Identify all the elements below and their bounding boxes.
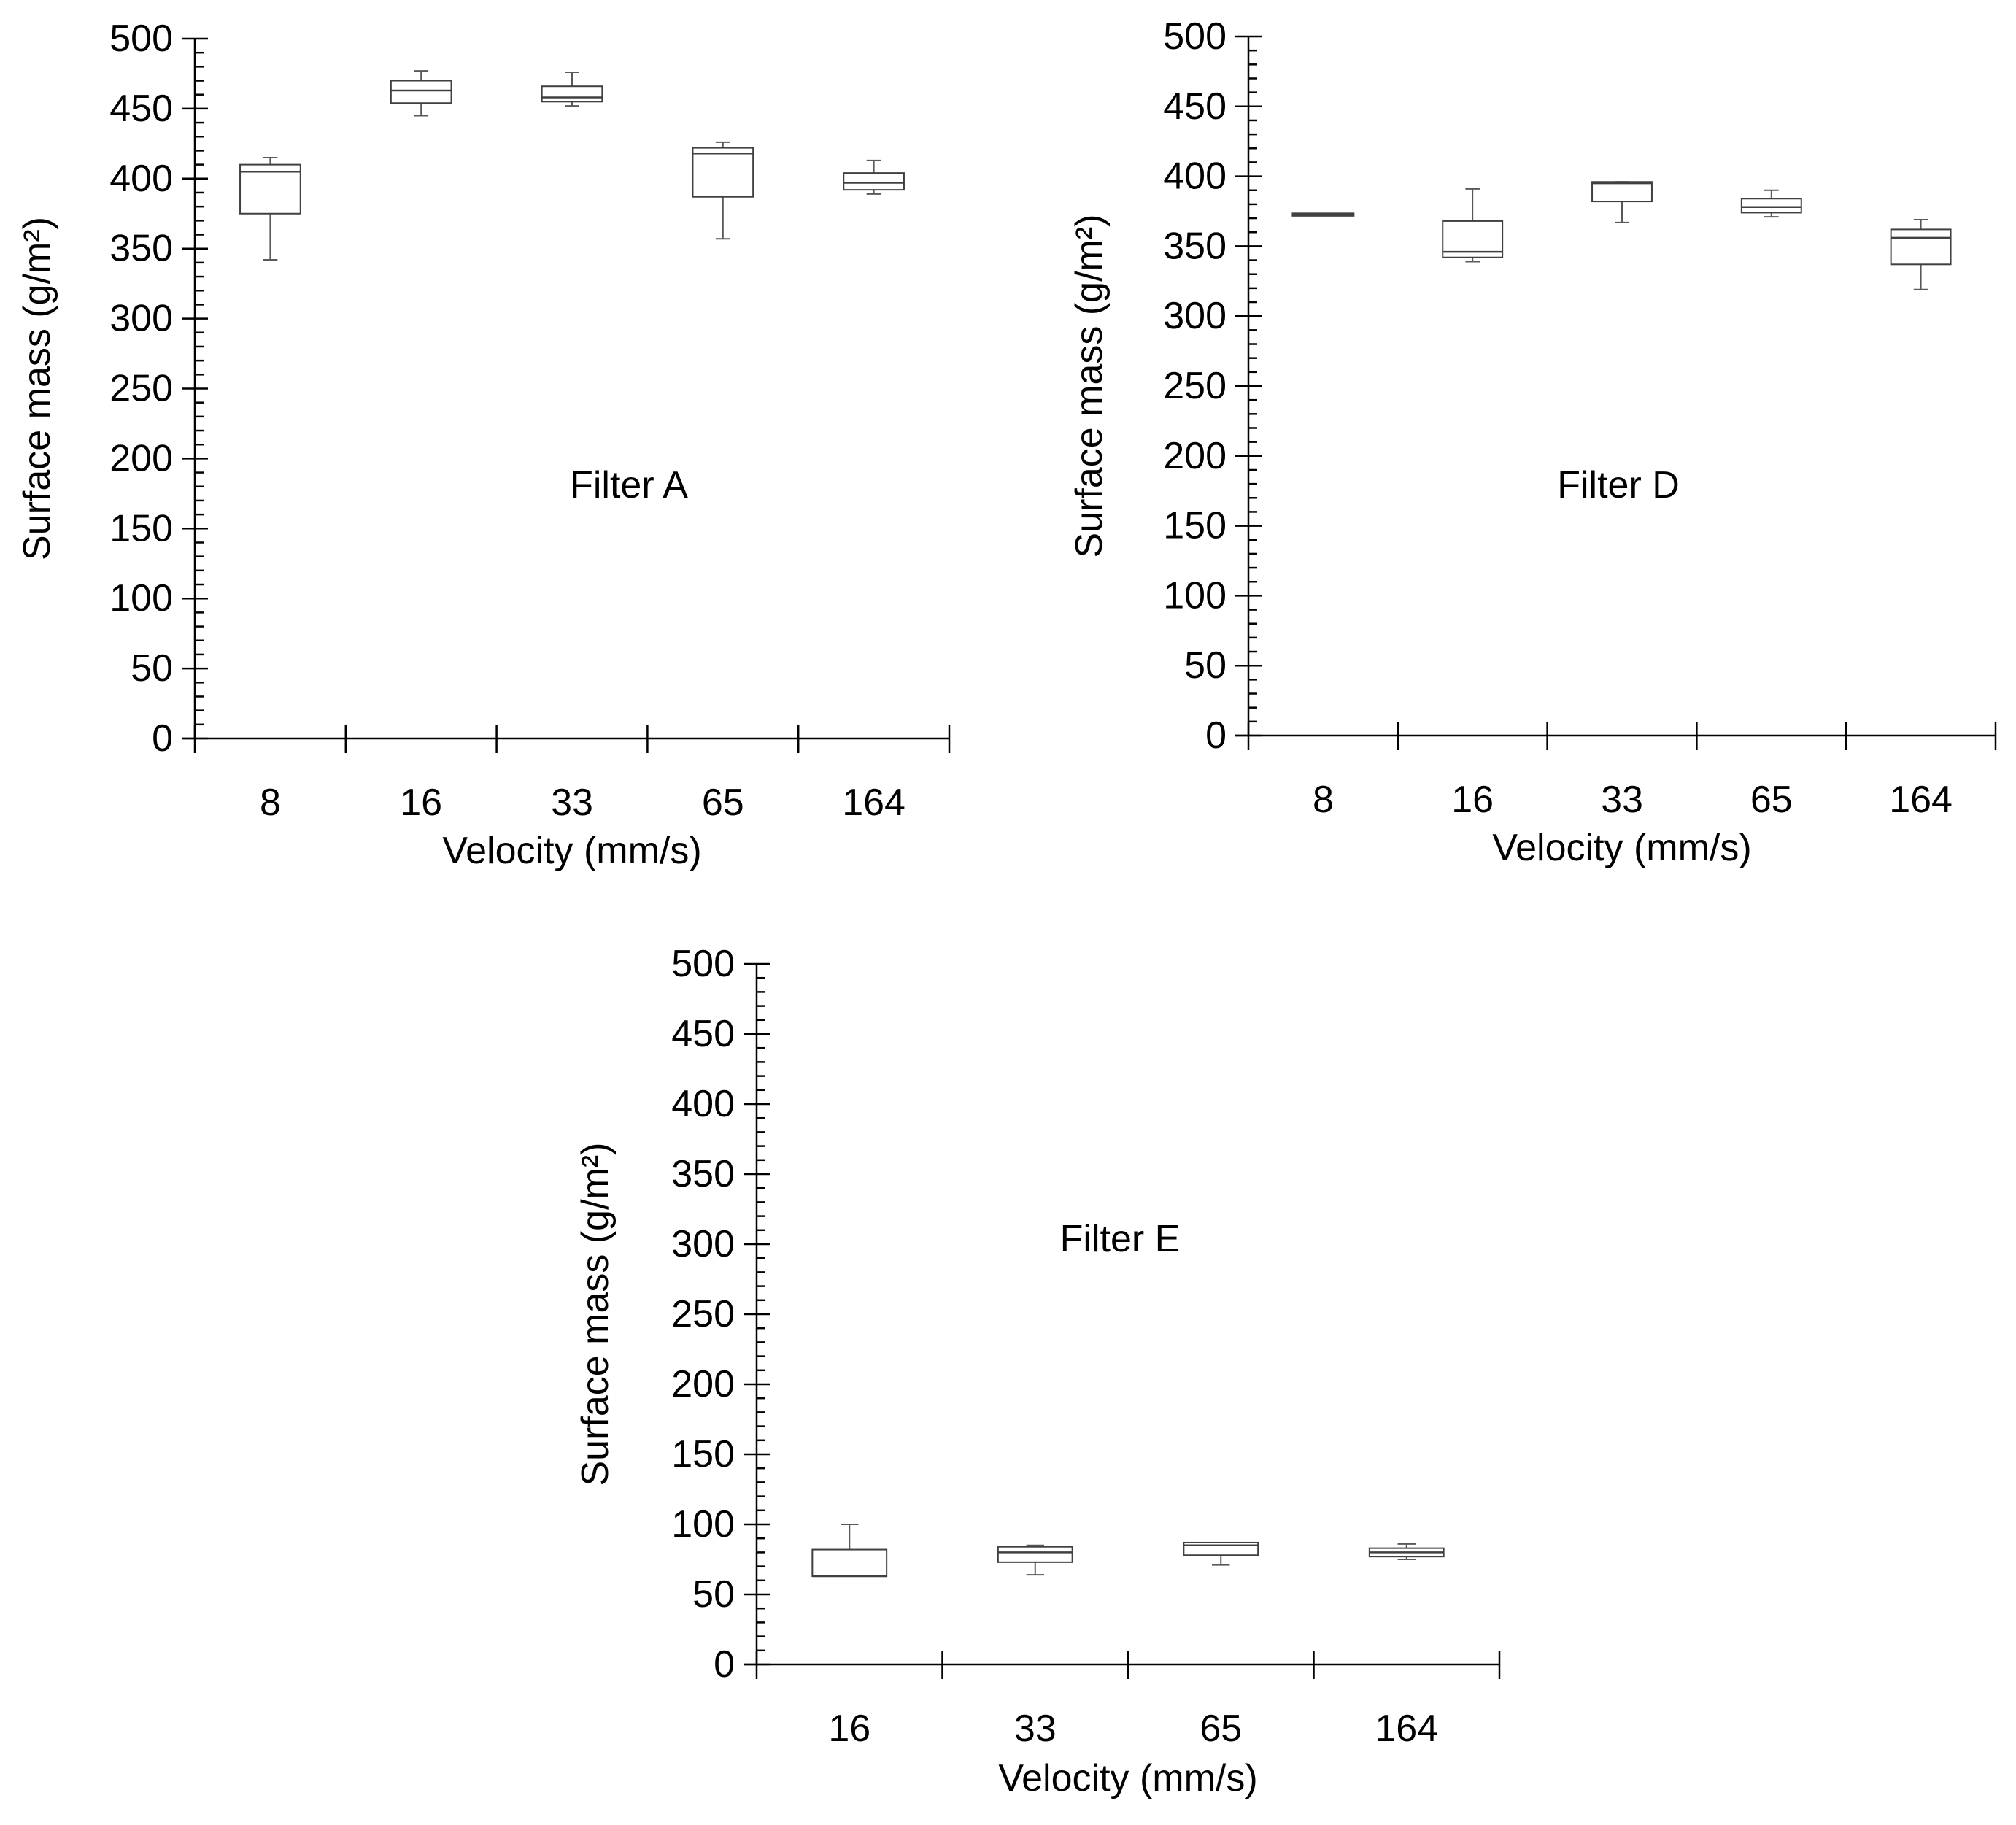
x-axis-label: Velocity (mm/s)	[442, 830, 701, 872]
box-iqr	[843, 172, 905, 191]
panel-title: Filter D	[1557, 464, 1680, 506]
y-tick-label: 0	[152, 717, 173, 760]
panel-title: Filter A	[570, 464, 688, 506]
y-tick-label: 150	[109, 507, 173, 549]
chart-filter-e: 0 50 100 150 200 250 300 350 400 450 500 16 33 65 164 F…	[574, 943, 1501, 1799]
y-tick-label: 300	[671, 1223, 735, 1265]
box-plot-16	[811, 1524, 888, 1578]
y-tick-label: 0	[1205, 714, 1227, 757]
y-tick-label: 200	[671, 1363, 735, 1405]
y-tick-label: 50	[692, 1573, 735, 1616]
x-tick-label: 16	[828, 1708, 870, 1750]
box-plot-164	[1890, 218, 1952, 290]
y-tick-label: 450	[671, 1013, 735, 1055]
x-tick-label: 16	[1451, 779, 1494, 821]
y-tick-label: 450	[109, 88, 173, 130]
y-tick-label: 250	[671, 1293, 735, 1335]
box-iqr	[239, 163, 301, 215]
y-tick-label: 450	[1163, 85, 1227, 128]
y-axis-label: Surface mass (g/m²)	[1068, 215, 1111, 558]
x-tick-label: 33	[1014, 1708, 1057, 1750]
box-plot-65	[1183, 1541, 1259, 1566]
y-tick-label: 350	[1163, 225, 1227, 267]
panel-title: Filter E	[1060, 1218, 1181, 1260]
box-iqr	[692, 147, 754, 198]
box-iqr	[1591, 181, 1653, 203]
x-tick-label: 8	[1313, 779, 1334, 821]
y-tick-label: 50	[131, 647, 173, 690]
x-tick-label: 33	[551, 782, 593, 824]
y-tick-label: 100	[671, 1503, 735, 1546]
y-tick-label: 100	[109, 577, 173, 620]
x-tick-label: 8	[260, 782, 281, 824]
y-tick-label: 250	[109, 368, 173, 410]
y-tick-label: 200	[1163, 435, 1227, 477]
y-tick-label: 500	[109, 18, 173, 60]
chart-filter-a: 0 50 100 150 200 250 300 350 400 450 500 8 16 33 65 164…	[16, 18, 951, 872]
y-tick-label: 300	[1163, 295, 1227, 337]
y-tick-label: 350	[109, 228, 173, 270]
box-iqr	[1740, 198, 1802, 214]
y-tick-label: 300	[109, 298, 173, 340]
y-tick-label: 400	[109, 158, 173, 200]
box-iqr	[541, 85, 603, 103]
x-tick-label: 164	[1889, 779, 1953, 821]
y-tick-label: 150	[671, 1433, 735, 1475]
box-iqr	[390, 80, 452, 104]
x-axis-label: Velocity (mm/s)	[1492, 827, 1751, 869]
box-plot-33	[541, 72, 603, 107]
y-tick-label: 100	[1163, 574, 1227, 617]
y-tick-label: 400	[1163, 155, 1227, 198]
box-plot-16	[1442, 188, 1504, 263]
x-tick-label: 33	[1601, 779, 1643, 821]
y-tick-label: 500	[1163, 15, 1227, 58]
box-plot-164	[843, 159, 905, 195]
x-tick-label: 65	[1750, 779, 1793, 821]
y-tick-label: 350	[671, 1153, 735, 1195]
y-tick-label: 500	[671, 943, 735, 985]
box-plot-65	[692, 141, 754, 240]
box-plot-8	[239, 157, 301, 261]
x-tick-label: 65	[702, 782, 744, 824]
box-iqr	[811, 1548, 888, 1578]
y-axis-label: Surface mass (g/m²)	[574, 1143, 617, 1486]
box-iqr	[1890, 228, 1952, 266]
x-tick-label: 164	[1375, 1708, 1438, 1750]
y-tick-label: 200	[109, 437, 173, 479]
box-plot-164	[1368, 1543, 1445, 1560]
box-plot-16	[390, 70, 452, 117]
y-axis-label: Surface mass (g/m²)	[16, 217, 58, 560]
x-tick-label: 164	[842, 782, 905, 824]
box-plot-8	[1291, 212, 1355, 217]
box-plot-33	[1591, 181, 1653, 223]
box-plot-33	[997, 1544, 1073, 1576]
y-tick-label: 250	[1163, 365, 1227, 407]
y-tick-label: 0	[714, 1643, 735, 1686]
y-tick-label: 50	[1184, 644, 1227, 687]
x-tick-label: 65	[1200, 1708, 1242, 1750]
box-plot-65	[1740, 189, 1802, 218]
y-tick-label: 400	[671, 1083, 735, 1125]
x-tick-label: 16	[400, 782, 442, 824]
y-tick-label: 150	[1163, 505, 1227, 547]
chart-filter-d: 0 50 100 150 200 250 300 350 400 450 500 8 16 33 65 164…	[1068, 15, 1997, 869]
box-iqr	[997, 1546, 1073, 1563]
x-axis-label: Velocity (mm/s)	[998, 1757, 1257, 1799]
